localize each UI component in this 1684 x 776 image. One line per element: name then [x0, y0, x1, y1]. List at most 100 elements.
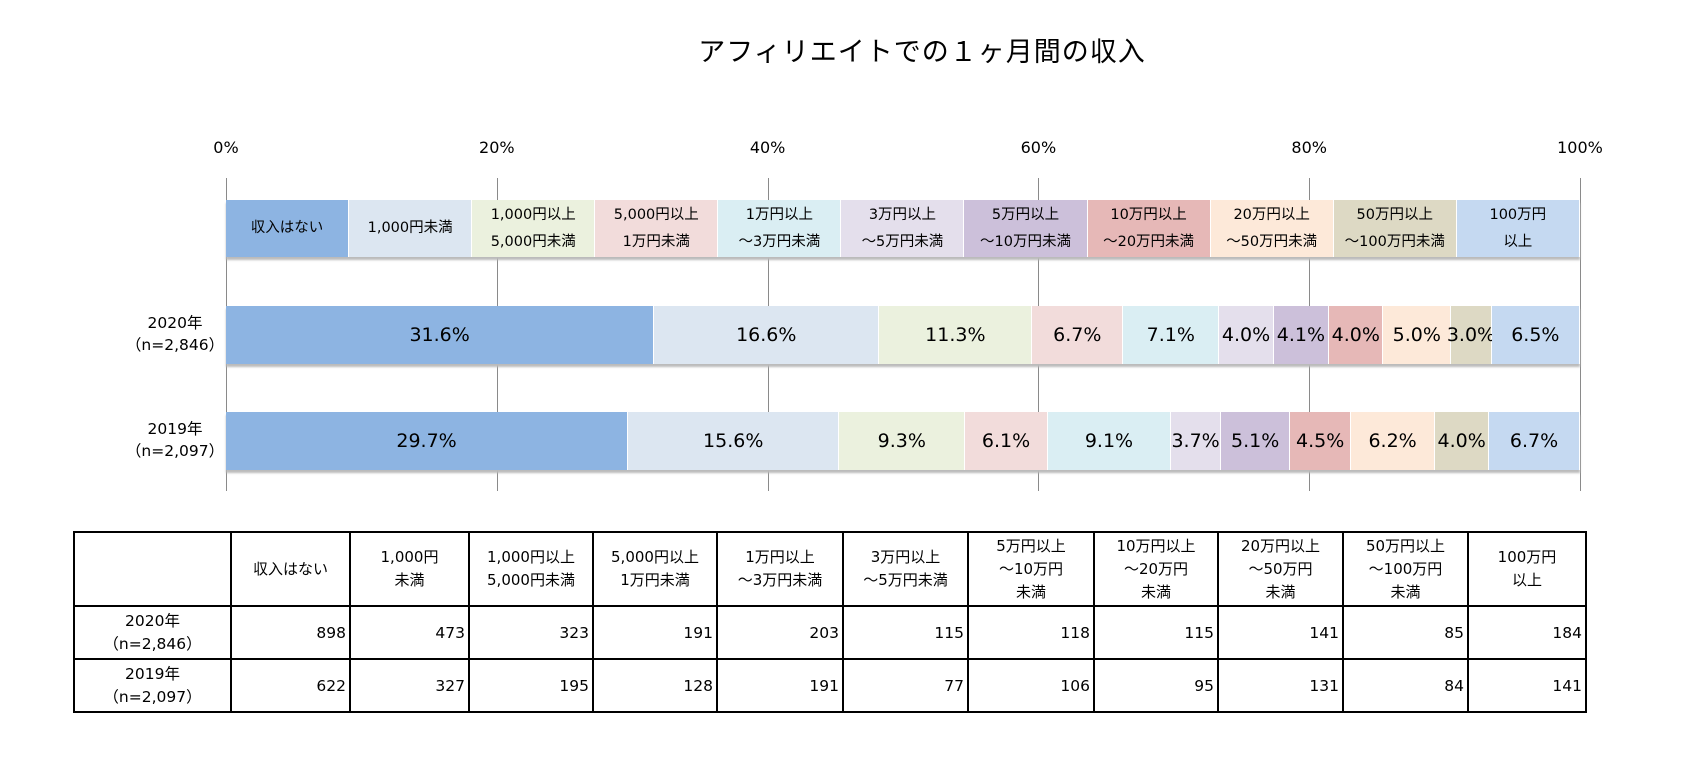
table-cell: 85 [1342, 605, 1469, 660]
row-label-2019: 2019年 （n=2,097） [125, 420, 225, 460]
data-label: 6.5% [1511, 324, 1560, 346]
table-header-cell: 5,000円以上 1万円未満 [592, 531, 718, 607]
data-label: 6.1% [981, 430, 1031, 452]
data-label: 31.6% [409, 324, 470, 346]
table-cell: 84 [1342, 658, 1469, 713]
data-label: 4.0% [1437, 430, 1486, 452]
table-cell: 131 [1217, 658, 1344, 713]
table-cell: 622 [230, 658, 351, 713]
bar-segment: 5.0% [1383, 306, 1452, 364]
table-cell: 184 [1467, 605, 1587, 660]
table-header-cell: 1,000円 未満 [349, 531, 470, 607]
bar-segment: 4.0% [1329, 306, 1384, 364]
legend-item: 1万円以上 ～3万円未満 [718, 200, 842, 257]
bar-segment: 6.2% [1351, 412, 1436, 470]
bar-segment: 5.1% [1221, 412, 1291, 470]
legend-item: 3万円以上 ～5万円未満 [841, 200, 965, 257]
table-header-cell: 1万円以上 ～3万円未満 [716, 531, 844, 607]
chart-title: アフィリエイトでの１ヶ月間の収入 [698, 37, 1146, 68]
data-table: 収入はない 1,000円 未満 1,000円以上 5,000円未満 5,000円以上 … [73, 531, 1587, 713]
table-header-cell: 収入はない [230, 531, 351, 607]
table-header-cell: 10万円以上 ～20万円 未満 [1093, 531, 1219, 607]
gridline [1580, 178, 1581, 491]
legend-item: 1,000円以上 5,000円未満 [472, 200, 596, 257]
table-cell: 115 [842, 605, 969, 660]
bar-segment: 7.1% [1123, 306, 1220, 364]
table-cell: 118 [967, 605, 1095, 660]
table-cell: 141 [1467, 658, 1587, 713]
row-header: 2020年 （n=2,846） [73, 605, 232, 660]
bar-segment: 9.1% [1047, 412, 1172, 470]
bar-segment: 4.0% [1435, 412, 1490, 470]
table-header-cell: 100万円 以上 [1467, 531, 1587, 607]
bar-segment: 16.6% [654, 306, 880, 364]
x-tick-label: 100% [1557, 138, 1603, 157]
table-cell: 95 [1093, 658, 1219, 713]
table-cell: 115 [1093, 605, 1219, 660]
legend-item: 100万円 以上 [1456, 200, 1580, 257]
x-tick-label: 60% [1020, 138, 1057, 157]
bar-segment: 11.3% [879, 306, 1033, 364]
table-row: 2020年 （n=2,846） 898 473 323 191 203 115 118 115 1… [73, 605, 1587, 660]
bar-segment: 4.1% [1273, 306, 1330, 364]
table-cell: 191 [592, 605, 718, 660]
table-row: 2019年 （n=2,097） 622 327 195 128 191 77 106 95 131… [73, 658, 1587, 713]
bar-segment: 3.0% [1447, 306, 1495, 364]
table-cell: 141 [1217, 605, 1344, 660]
data-label: 5.0% [1392, 324, 1441, 346]
data-label: 6.7% [1053, 324, 1102, 346]
table-cell: 203 [716, 605, 844, 660]
data-label: 29.7% [396, 430, 457, 452]
bar-segment: 31.6% [226, 306, 655, 364]
data-label: 7.1% [1146, 324, 1195, 346]
table-header-cell: 50万円以上 ～100万円 未満 [1342, 531, 1469, 607]
table-header-cell: 3万円以上 ～5万円未満 [842, 531, 969, 607]
bar-segment: 6.7% [1032, 306, 1124, 364]
data-label: 4.0% [1221, 324, 1271, 346]
data-label: 4.5% [1296, 430, 1345, 452]
table-cell: 128 [592, 658, 718, 713]
data-label: 4.0% [1331, 324, 1380, 346]
table-cell: 473 [349, 605, 470, 660]
bar-segment: 6.7% [1489, 412, 1580, 470]
table-cell: 898 [230, 605, 351, 660]
table-header-cell [73, 531, 232, 607]
legend-item: 10万円以上 ～20万円未満 [1087, 200, 1211, 257]
bar-segment: 6.5% [1491, 306, 1580, 364]
data-label: 9.1% [1084, 430, 1134, 452]
x-tick-label: 0% [213, 138, 239, 157]
table-cell: 77 [842, 658, 969, 713]
bar-row: 29.7% 15.6% 9.3% 6.1% 9.1% 3.7% 5.1% 4.5% 6.2% 4.… [226, 412, 1580, 470]
table-cell: 191 [716, 658, 844, 713]
data-label: 6.2% [1368, 430, 1417, 452]
data-label: 15.6% [703, 430, 764, 452]
x-tick-label: 40% [749, 138, 786, 157]
row-label-2020: 2020年 （n=2,846） [125, 314, 225, 354]
plot-area: 0% 20% 40% 60% 80% 100% 収入はない 1,000円未満 1,000円以上 … [213, 138, 1603, 491]
table-header-cell: 20万円以上 ～50万円 未満 [1217, 531, 1344, 607]
data-label: 11.3% [925, 324, 986, 346]
bar-segment: 4.5% [1290, 412, 1352, 470]
legend-item: 1,000円未満 [349, 200, 473, 257]
bar-segment: 4.0% [1219, 306, 1274, 364]
data-label: 5.1% [1231, 430, 1280, 452]
data-label: 16.6% [736, 324, 797, 346]
bar-segment: 6.1% [965, 412, 1048, 470]
bar-segment: 29.7% [226, 412, 629, 470]
legend-item: 5,000円以上 1万円未満 [595, 200, 719, 257]
bar-segment: 3.7% [1171, 412, 1222, 470]
legend-item: 5万円以上 ～10万円未満 [964, 200, 1088, 257]
bar-segment: 15.6% [628, 412, 840, 470]
bar-segment: 9.3% [839, 412, 966, 470]
legend-item: 50万円以上 ～100万円未満 [1333, 200, 1457, 257]
table-cell: 106 [967, 658, 1095, 713]
legend: 収入はない 1,000円未満 1,000円以上 5,000円未満 5,000円以上 1… [226, 200, 1580, 257]
legend-item: 収入はない [226, 200, 350, 257]
table-cell: 323 [468, 605, 594, 660]
data-label: 9.3% [877, 430, 926, 452]
table-cell: 327 [349, 658, 470, 713]
x-tick-label: 80% [1291, 138, 1327, 157]
table-cell: 195 [468, 658, 594, 713]
data-label: 4.1% [1276, 324, 1326, 346]
bar-row: 31.6% 16.6% 11.3% 6.7% 7.1% 4.0% 4.1% 4.0% 5.0% 3… [226, 306, 1580, 364]
